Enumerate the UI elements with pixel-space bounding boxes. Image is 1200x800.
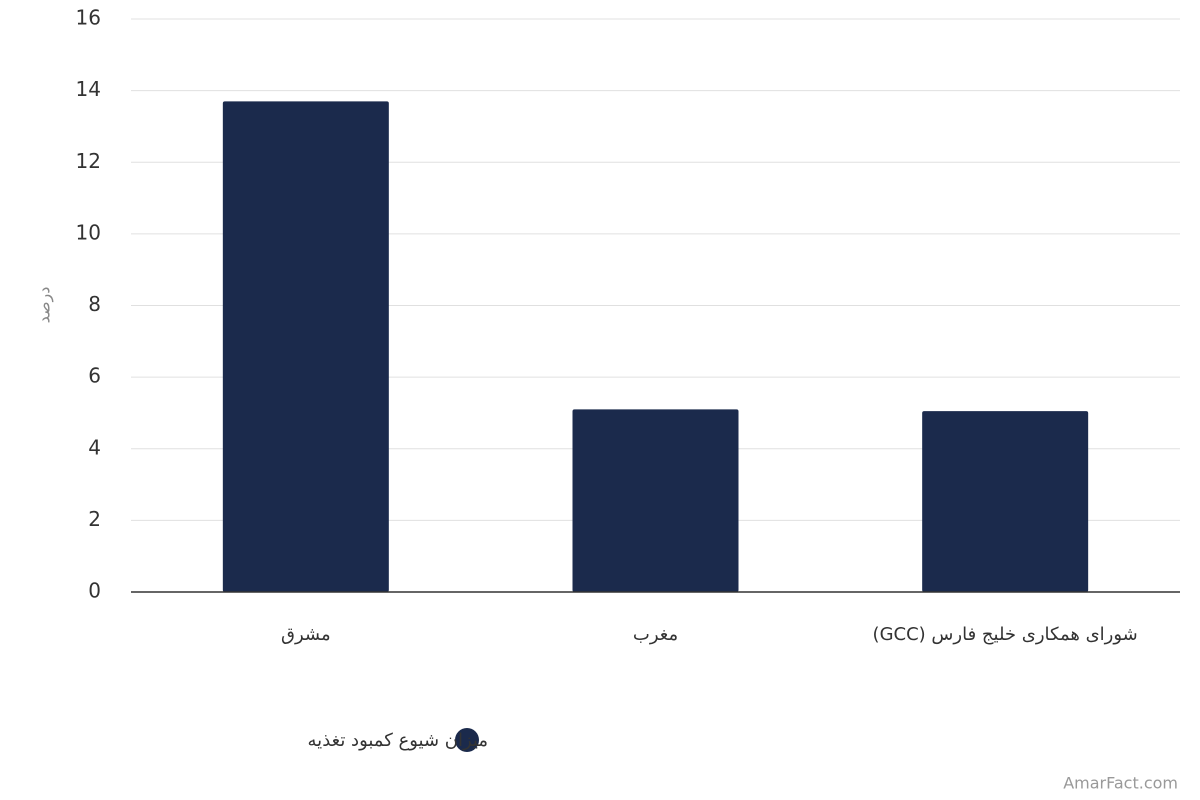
y-tick-label: 0 xyxy=(88,579,101,603)
bar xyxy=(222,101,389,593)
y-tick-label: 4 xyxy=(88,435,101,459)
bar xyxy=(922,411,1089,592)
y-tick-label: 6 xyxy=(88,364,101,388)
y-tick-label: 2 xyxy=(88,507,101,531)
y-tick-label: 8 xyxy=(88,292,101,316)
x-tick-label: مشرق xyxy=(281,624,331,645)
watermark: AmarFact.com xyxy=(1063,774,1178,793)
x-tick-label: مغرب xyxy=(632,624,679,645)
legend-marker xyxy=(455,728,479,752)
x-tick-label: شورای همکاری خلیج فارس (GCC) xyxy=(872,624,1138,645)
y-tick-label: 14 xyxy=(76,77,101,101)
legend-label: میزان شیوع کمبود تغذیه xyxy=(308,730,488,751)
y-tick-label: 12 xyxy=(76,149,101,173)
y-axis-label: درصد xyxy=(35,287,55,324)
bar xyxy=(572,409,739,592)
y-tick-label: 10 xyxy=(76,220,101,244)
y-tick-label: 16 xyxy=(76,6,101,30)
